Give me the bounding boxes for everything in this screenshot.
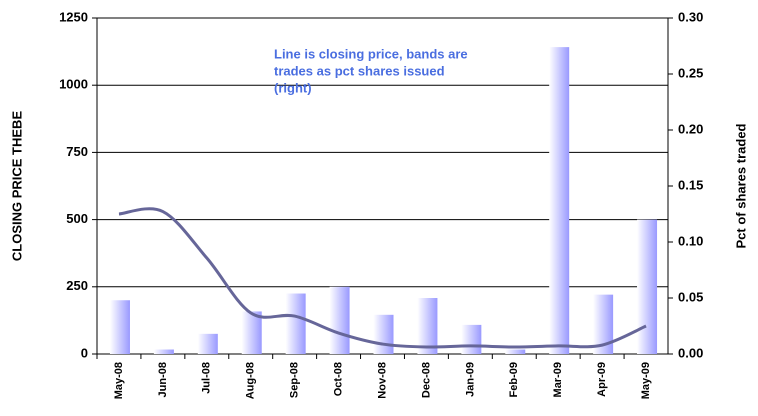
bar [197,333,218,354]
x-tick-label: Nov-08 [376,362,388,399]
y2-tick-label: 0.00 [678,345,703,360]
x-tick-label: May-08 [113,362,125,399]
bar [637,219,658,354]
bar [461,324,482,354]
y2-tick-label: 0.20 [678,121,703,136]
bar [417,298,438,354]
x-tick-label: May-09 [640,362,652,399]
y2-axis-title: Pct of shares traded [733,123,748,248]
x-tick-label: Jun-08 [157,362,169,397]
y-axis-title: CLOSING PRICE THEBE [9,111,24,262]
x-tick-label: Aug-08 [245,362,257,399]
y2-tick-label: 0.30 [678,9,703,24]
x-tick-label: Apr-09 [596,362,608,397]
x-tick-label: Feb-09 [508,362,520,397]
bar [241,311,262,354]
y2-tick-label: 0.25 [678,65,703,80]
x-tick-label: Dec-08 [420,362,432,398]
annotation: Line is closing price, bands are [274,46,468,61]
price-line [118,207,647,349]
bar [373,314,394,354]
y-tick-label: 1250 [59,9,88,24]
y2-tick-label: 0.15 [678,177,703,192]
bar [109,300,130,354]
y-tick-label: 0 [81,345,88,360]
x-tick-label: Oct-08 [332,362,344,396]
y-tick-label: 250 [66,278,88,293]
y-tick-label: 500 [66,211,88,226]
bar [593,294,614,354]
annotation: trades as pct shares issued [274,63,445,78]
x-tick-label: Mar-09 [552,362,564,397]
x-tick-label: Jan-09 [464,362,476,397]
bar [505,349,526,354]
bar [285,293,306,354]
bar [153,349,174,354]
bar [329,286,350,354]
annotation: (right) [274,80,312,95]
y2-tick-label: 0.05 [678,289,703,304]
y2-tick-label: 0.10 [678,233,703,248]
y-tick-label: 1000 [59,77,88,92]
x-tick-label: Jul-08 [201,362,213,394]
bar [549,47,570,355]
y-tick-label: 750 [66,144,88,159]
x-tick-label: Sep-08 [289,362,301,398]
